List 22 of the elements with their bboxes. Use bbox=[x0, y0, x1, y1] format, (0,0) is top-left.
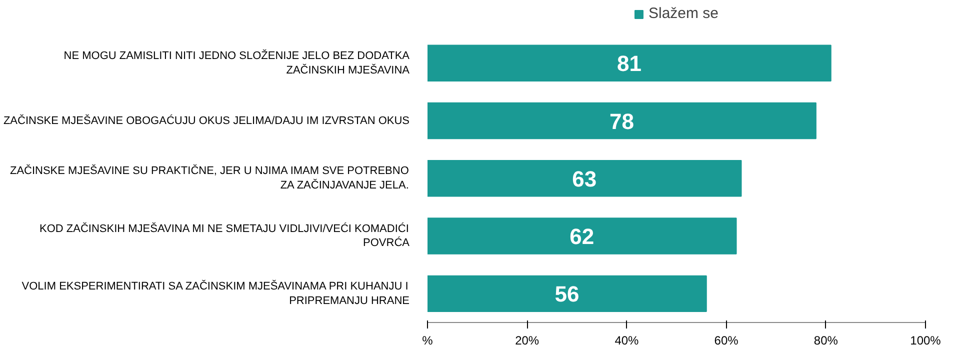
y-tick-label: KOD ZAČINSKIH MJEŠAVINA MI NE SMETAJU VIDLJIVI/VEĆI KOMADIĆI POVRĆA bbox=[40, 222, 410, 250]
y-tick-label: ZAČINSKE MJEŠAVINE SU PRAKTIČNE, JER U NJIMA IMAM SVE POTREBNO ZA ZAČINJAVANJE JELA. bbox=[10, 164, 410, 192]
y-tick-label: ZAČINSKE MJEŠAVINE OBOGAĆUJU OKUS JELIMA/DAJU IM IZVRSTAN OKUS bbox=[3, 114, 410, 127]
data-label: 78 bbox=[609, 108, 634, 134]
x-tick-label: 40% bbox=[614, 334, 640, 348]
data-label: 62 bbox=[570, 224, 594, 250]
x-tick-label: 60% bbox=[714, 334, 739, 348]
y-tick-label: NE MOGU ZAMISLITI NITI JEDNO SLOŽENIJE JELO BEZ DODATKA ZAČINSKIH MJEŠAVINA bbox=[64, 48, 410, 76]
bar bbox=[428, 44, 832, 82]
x-tick-label: 100% bbox=[910, 334, 942, 348]
data-label: 56 bbox=[554, 282, 580, 307]
bar bbox=[428, 160, 742, 197]
y-tick-label: VOLIM EKSPERIMENTIRATI SA ZAČINSKIM MJEŠAVINAMA PRI KUHANJU I PRIPREMANJU HRANE bbox=[22, 279, 410, 307]
bar bbox=[428, 102, 816, 140]
x-tick-label: % bbox=[422, 334, 434, 348]
bar bbox=[428, 275, 707, 312]
x-tick-label: 20% bbox=[515, 334, 540, 348]
data-label: 63 bbox=[572, 166, 597, 192]
bar bbox=[428, 218, 737, 254]
legend-label: Slažem se bbox=[648, 5, 719, 22]
data-label: 81 bbox=[616, 51, 642, 76]
x-tick-label: 80% bbox=[814, 334, 838, 348]
